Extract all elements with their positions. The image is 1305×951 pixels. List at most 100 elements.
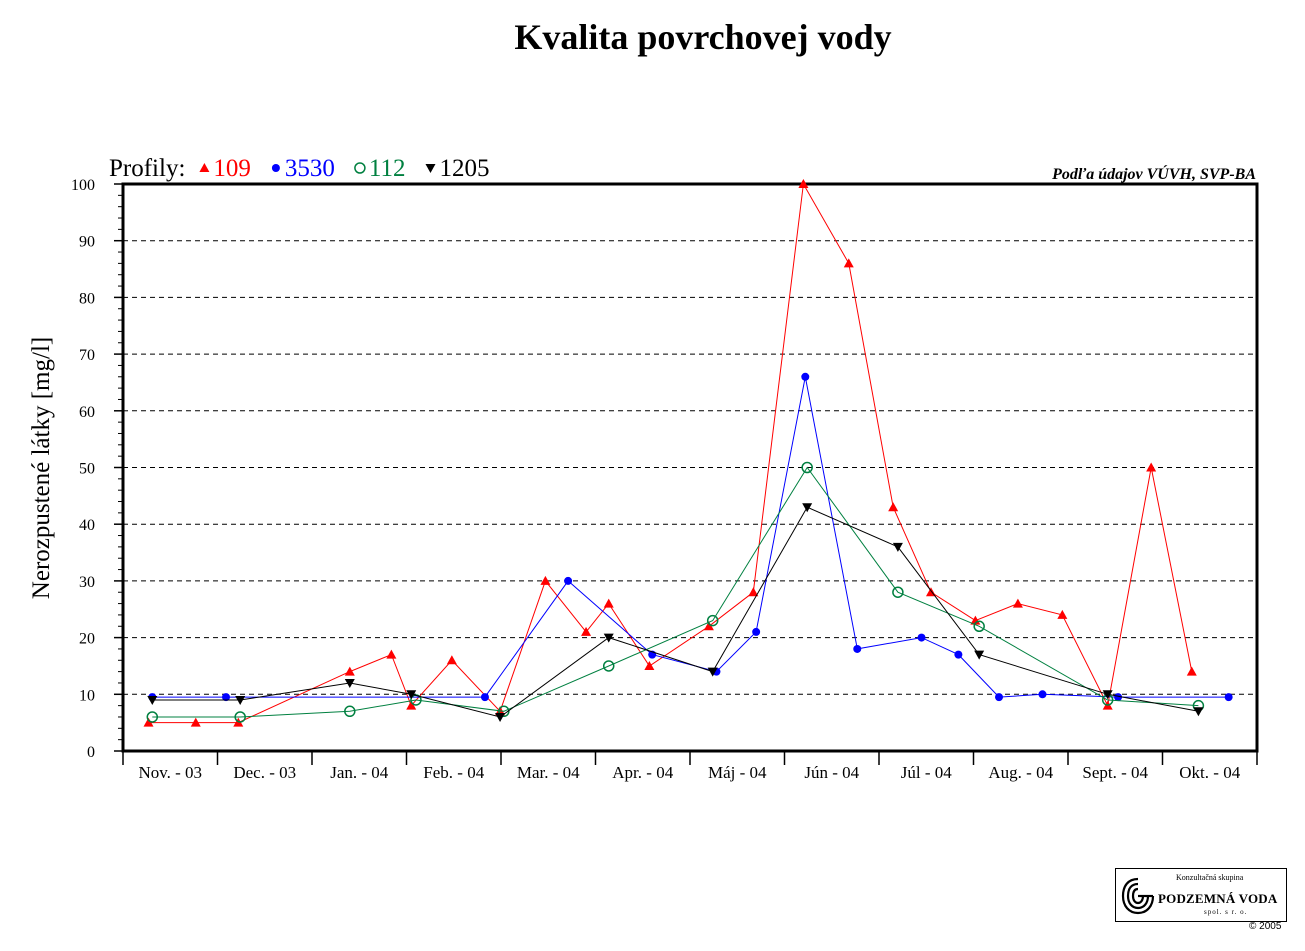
data-point <box>406 690 417 700</box>
data-point <box>480 693 489 702</box>
data-point <box>1146 462 1157 472</box>
data-point <box>1012 598 1023 608</box>
x-tick-label: Júl - 04 <box>901 763 953 782</box>
chart-title: Kvalita povrchovej vody <box>514 17 891 57</box>
data-point <box>802 503 813 513</box>
data-point <box>344 666 355 676</box>
data-point <box>888 502 899 512</box>
y-tick-label: 70 <box>79 347 95 364</box>
data-point <box>410 694 422 706</box>
series-3530 <box>148 372 1233 702</box>
series-1205 <box>147 503 1204 722</box>
legend-marker <box>199 163 210 172</box>
data-point <box>801 461 813 474</box>
data-point <box>540 575 551 585</box>
data-point <box>603 598 614 608</box>
series-line <box>148 182 1193 724</box>
legend: Profily: 109 3530 112 1205 <box>109 155 489 182</box>
data-point <box>581 626 592 636</box>
data-point <box>970 615 981 625</box>
legend-label: 112 <box>369 155 406 182</box>
data-point <box>190 717 201 727</box>
data-point <box>954 650 963 659</box>
y-tick-label: 0 <box>87 744 95 761</box>
legend-label: 109 <box>213 155 251 182</box>
data-point <box>1224 693 1233 702</box>
y-tick-label: 20 <box>79 631 95 648</box>
x-tick-label: Okt. - 04 <box>1179 763 1240 782</box>
y-tick-label: 10 <box>79 687 95 704</box>
series-112 <box>146 461 1205 723</box>
y-tick-label: 30 <box>79 574 95 591</box>
series-line <box>152 376 1229 698</box>
legend-marker <box>271 164 280 172</box>
logo-mark-icon <box>1121 877 1155 915</box>
data-point <box>843 258 854 268</box>
data-point <box>234 711 246 723</box>
x-tick-label: Sept. - 04 <box>1082 763 1148 782</box>
data-point <box>146 711 159 723</box>
logo-line1: Konzultačná skupina <box>1176 873 1244 882</box>
data-point <box>644 660 655 670</box>
x-tick-label: Mar. - 04 <box>517 763 580 782</box>
data-point <box>853 644 862 653</box>
data-point <box>235 695 246 705</box>
data-point <box>498 705 510 718</box>
data-point <box>703 621 714 631</box>
series-layer <box>143 179 1233 727</box>
data-point <box>603 633 614 643</box>
data-point <box>1102 690 1113 700</box>
data-point <box>892 542 903 552</box>
data-point <box>798 179 809 188</box>
legend-prefix: Profily: <box>109 155 185 182</box>
data-point <box>801 372 810 381</box>
legend-marker <box>425 164 436 173</box>
y-tick-label: 100 <box>71 177 95 194</box>
series-109 <box>143 179 1197 727</box>
data-point <box>973 620 985 633</box>
data-point <box>1057 609 1068 619</box>
grid-lines <box>123 240 1257 695</box>
series-line <box>152 466 1199 718</box>
source-note: Podľa údajov VÚVH, SVP-BA <box>1051 164 1256 183</box>
y-axis-label: Nerozpustené látky [mg/l] <box>28 337 55 599</box>
data-point <box>222 693 231 702</box>
x-axis-ticks: Nov. - 03 Dec. - 03 Jan. - 04 Feb. - 04 Mar.… <box>122 751 1258 782</box>
x-tick-label: Dec. - 03 <box>233 763 296 782</box>
data-point <box>1186 666 1197 676</box>
copyright: © 2005 <box>1249 921 1282 932</box>
data-point <box>1114 693 1123 702</box>
data-point <box>564 576 573 585</box>
x-tick-label: Jan. - 04 <box>330 763 389 782</box>
data-point <box>917 633 926 642</box>
y-tick-label: 50 <box>79 461 95 478</box>
data-point <box>1193 707 1204 717</box>
x-tick-label: Nov. - 03 <box>138 763 202 782</box>
data-point <box>995 693 1004 702</box>
data-point <box>446 655 457 665</box>
legend-label: 1205 <box>439 155 489 182</box>
data-point <box>143 717 154 727</box>
data-point <box>147 695 158 705</box>
data-point <box>602 660 615 672</box>
data-point <box>974 650 985 660</box>
data-point <box>707 667 718 677</box>
x-tick-label: Jún - 04 <box>804 763 859 782</box>
logo-line2: PODZEMNÁ VODA <box>1158 891 1278 906</box>
y-axis-ticks: 0 10 20 30 40 50 60 70 80 90 100 <box>71 177 123 761</box>
x-tick-label: Feb. - 04 <box>423 763 484 782</box>
y-tick-label: 90 <box>79 234 95 251</box>
y-tick-label: 60 <box>79 404 95 421</box>
y-tick-label: 80 <box>79 290 95 307</box>
data-point <box>386 649 397 659</box>
y-tick-label: 40 <box>79 517 95 534</box>
data-point <box>406 700 417 710</box>
series-line <box>152 506 1199 718</box>
data-point <box>752 627 761 636</box>
x-tick-label: Apr. - 04 <box>612 763 673 782</box>
data-point <box>706 614 719 627</box>
data-point <box>344 678 355 688</box>
data-point <box>892 586 904 598</box>
data-point <box>495 712 506 722</box>
